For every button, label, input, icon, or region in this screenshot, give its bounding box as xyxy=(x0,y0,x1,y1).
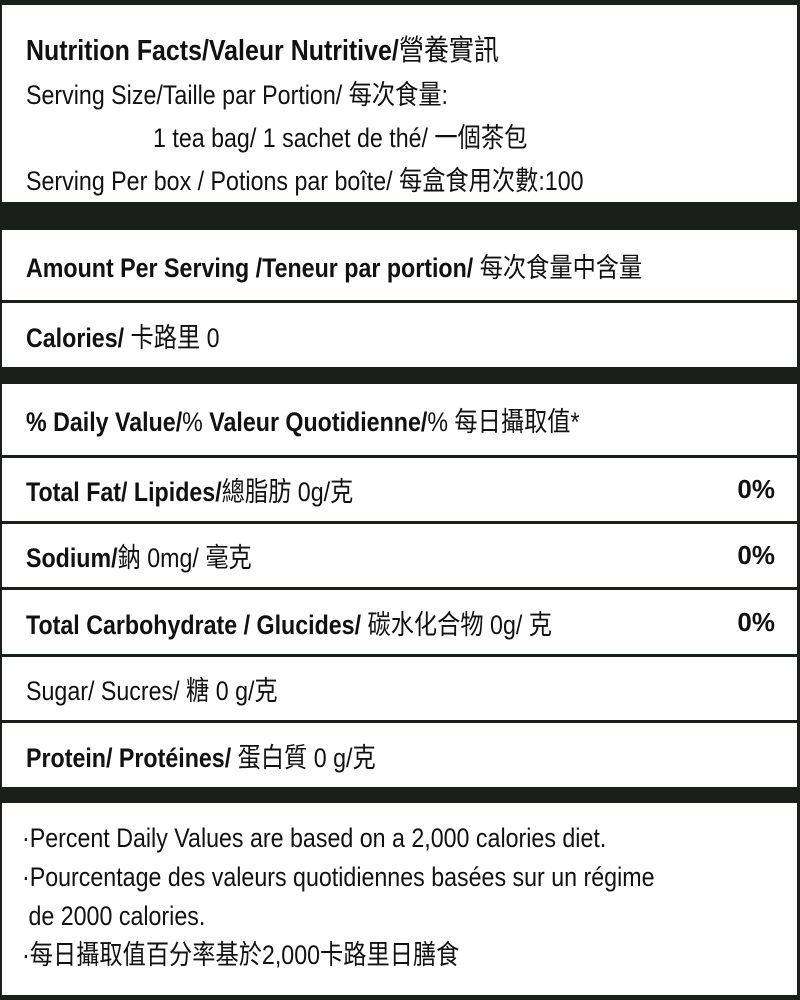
nutrient-percent: 0% xyxy=(737,540,775,570)
daily-value-bold: % Daily Value/ xyxy=(26,407,183,437)
amount-per-serving-bold: Amount Per Serving /Teneur par portion/ xyxy=(26,252,474,283)
serving-size-label: Serving Size/Taille par Portion/ 每次食量: xyxy=(26,80,448,110)
footnote-line: de 2000 calories. xyxy=(22,901,206,931)
title-bold: Nutrition Facts/Valeur Nutritive/ xyxy=(26,35,399,67)
nutrient-row-carbohydrate: Total Carbohydrate / Glucides/ 碳水化合物 0g/… xyxy=(2,590,797,654)
amount-per-serving-row: Amount Per Serving /Teneur par portion/ … xyxy=(2,230,797,300)
nutrient-amount: 碳水化合物 0g/ 克 xyxy=(361,609,552,640)
nutrient-row-total-fat: Total Fat/ Lipides/總脂肪 0g/克 0% xyxy=(2,458,797,521)
daily-value-cjk: % 每日攝取值* xyxy=(427,407,580,437)
footnote-line: ·每日攝取值百分率基於2,000卡路里日膳食 xyxy=(22,940,460,970)
label-title: Nutrition Facts/Valeur Nutritive/營養實訊 xyxy=(26,27,797,69)
amount-per-serving-cjk: 每次食量中含量 xyxy=(473,252,643,283)
servings-per-box: Serving Per box / Potions par boîte/ 每盒食… xyxy=(26,166,584,196)
calories-row: Calories/ 卡路里 0 xyxy=(2,303,797,367)
nutrient-name: Total Carbohydrate / Glucides/ xyxy=(26,609,362,640)
nutrient-row-sodium: Sodium/鈉 0mg/ 毫克 0% xyxy=(2,524,797,587)
calories-value: 卡路里 0 xyxy=(124,322,220,353)
nutrient-percent: 0% xyxy=(737,606,775,637)
nutrient-percent: 0% xyxy=(737,474,775,504)
nutrient-row-sugar: Sugar/ Sucres/ 糖 0 g/克 xyxy=(2,657,797,720)
footnote-section: ·Percent Daily Values are based on a 2,0… xyxy=(2,803,797,995)
footnote-line: ·Pourcentage des valeurs quotidiennes ba… xyxy=(22,862,655,892)
nutrient-name: Protein/ Protéines/ xyxy=(26,742,232,773)
nutrient-amount: 總脂肪 0g/克 xyxy=(221,477,354,507)
calories-label: Calories/ xyxy=(26,322,125,353)
nutrient-amount: 鈉 0mg/ 毫克 xyxy=(117,543,252,573)
serving-size-value: 1 tea bag/ 1 sachet de thé/ 一個茶包 xyxy=(153,123,528,153)
daily-value-bold-fr: Valeur Quotidienne/ xyxy=(209,407,428,437)
nutrient-name: Total Fat/ Lipides/ xyxy=(26,477,222,507)
footnote-line: ·Percent Daily Values are based on a 2,0… xyxy=(22,823,607,853)
daily-value-row: % Daily Value/% Valeur Quotidienne/% 每日攝… xyxy=(2,384,797,455)
nutrient-amount: 蛋白質 0 g/克 xyxy=(231,742,376,773)
nutrient-name: Sodium/ xyxy=(26,543,118,573)
nutrient-row-protein: Protein/ Protéines/ 蛋白質 0 g/克 xyxy=(2,723,797,787)
daily-value-mid: % xyxy=(182,407,210,437)
title-cjk: 營養實訊 xyxy=(398,35,499,67)
nutrient-amount: Sugar/ Sucres/ 糖 0 g/克 xyxy=(26,676,278,706)
serving-info-section: Nutrition Facts/Valeur Nutritive/營養實訊 Se… xyxy=(2,5,797,202)
